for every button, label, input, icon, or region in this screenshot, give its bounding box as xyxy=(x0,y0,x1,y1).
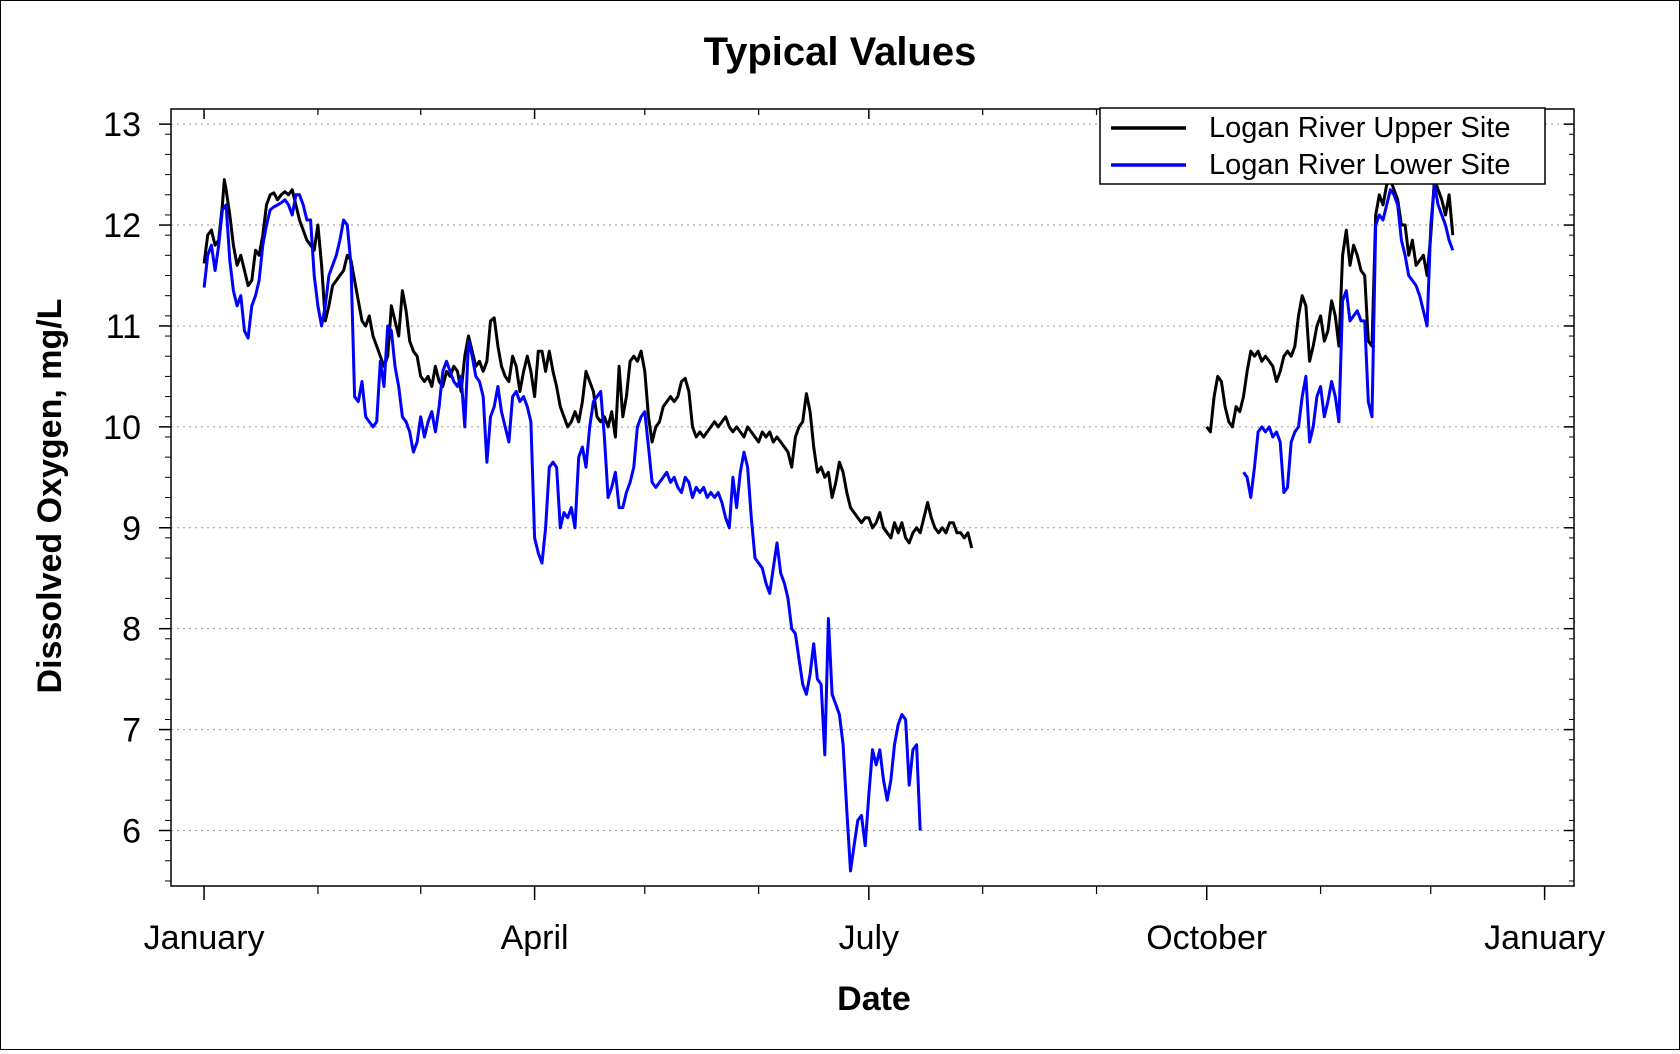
plot-area xyxy=(170,108,1575,887)
y-tick-label: 6 xyxy=(122,813,141,851)
y-tick-label: 7 xyxy=(122,712,141,750)
series-line-lower-site-segment-0 xyxy=(202,193,922,873)
legend-label-upper-site: Logan River Upper Site xyxy=(1209,112,1510,144)
legend-label-lower-site: Logan River Lower Site xyxy=(1209,149,1510,181)
legend: Logan River Upper Site Logan River Lower… xyxy=(1099,107,1546,185)
y-tick-label: 10 xyxy=(103,409,141,447)
chart-title: Typical Values xyxy=(704,30,977,74)
legend-box xyxy=(1099,107,1546,185)
series-line-upper-site-segment-1 xyxy=(1205,178,1455,434)
y-tick-label: 13 xyxy=(103,106,141,144)
y-axis-title: Dissolved Oxygen, mg/L xyxy=(31,299,69,694)
series-line-lower-site-segment-1 xyxy=(1242,183,1455,499)
x-tick-label: April xyxy=(501,919,569,957)
y-tick-label: 12 xyxy=(103,207,141,245)
y-tick-label: 9 xyxy=(122,510,141,548)
x-tick-label: January xyxy=(144,919,265,957)
series-lines xyxy=(202,178,1455,873)
axes: 6 7 8 9 10 11 12 13 January April July October Janua… xyxy=(103,106,1605,957)
x-axis-title: Date xyxy=(837,980,911,1018)
gridlines xyxy=(171,123,1574,831)
y-tick-label: 8 xyxy=(122,611,141,649)
x-tick-label: July xyxy=(839,919,899,957)
series-line-upper-site-segment-0 xyxy=(202,178,974,549)
x-tick-label: October xyxy=(1146,919,1267,957)
y-tick-label: 11 xyxy=(106,308,141,346)
x-tick-label: January xyxy=(1484,919,1605,957)
